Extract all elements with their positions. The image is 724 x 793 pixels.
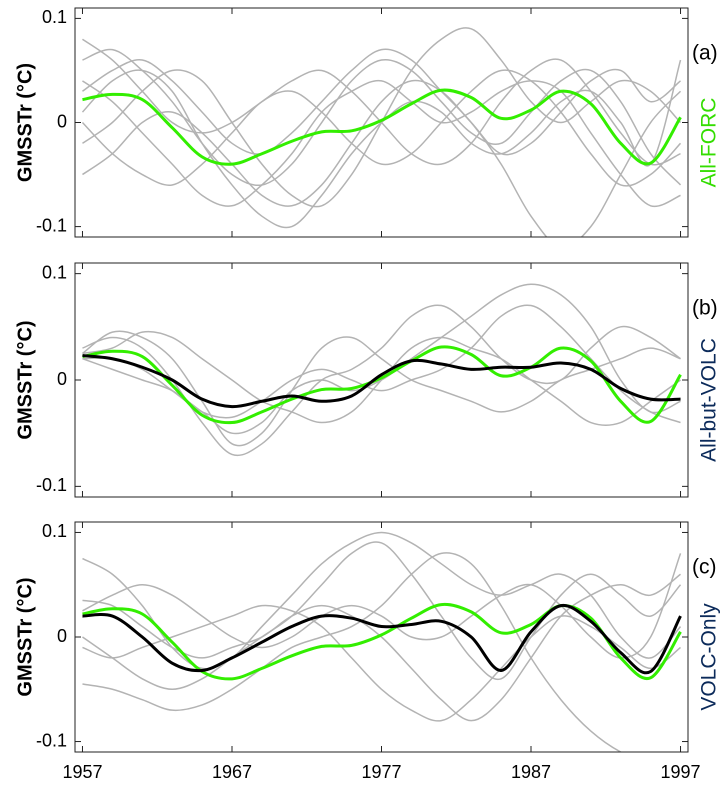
plot-area <box>81 27 682 237</box>
series-line <box>82 541 682 691</box>
y-tick-label: 0.1 <box>42 262 67 282</box>
y-axis-label: GMSSTr (°C) <box>14 63 36 182</box>
y-tick-label: 0.1 <box>42 521 67 541</box>
y-tick-label: -0.1 <box>36 215 67 235</box>
series-line <box>82 27 682 208</box>
x-tick-label: 1977 <box>361 762 401 782</box>
x-tick-label: 1987 <box>511 762 551 782</box>
x-tick-label: 1967 <box>212 762 252 782</box>
series-line <box>82 602 682 681</box>
series-line <box>82 48 682 187</box>
series-line <box>82 553 682 659</box>
y-tick-label: 0.1 <box>42 7 67 27</box>
series-line <box>81 69 682 187</box>
series-line <box>82 552 623 752</box>
panel-label: (a) <box>692 42 718 65</box>
y-tick-label: 0 <box>57 111 67 131</box>
series-line <box>82 330 681 426</box>
series-line <box>82 354 681 409</box>
series-line <box>82 304 681 457</box>
plot-area <box>82 283 682 457</box>
side-label: All-FORC <box>698 98 721 188</box>
plot-area <box>82 531 682 752</box>
y-axis-label: GMSSTr (°C) <box>14 577 36 696</box>
series-line <box>82 68 681 207</box>
series-line <box>82 531 682 670</box>
series-line <box>82 345 682 425</box>
series-line <box>82 603 682 675</box>
series-line <box>82 79 681 208</box>
y-tick-label: 0 <box>57 626 67 646</box>
series-line <box>81 59 682 229</box>
panel-label: (c) <box>692 556 717 579</box>
series-line <box>82 604 681 722</box>
y-tick-label: -0.1 <box>36 730 67 750</box>
y-axis-label: GMSSTr (°C) <box>14 320 36 439</box>
series-line <box>82 48 682 237</box>
x-tick-label: 1997 <box>661 762 701 782</box>
panel-label: (b) <box>692 297 718 320</box>
side-label: VOLC-Only <box>698 603 721 711</box>
series-line <box>82 304 681 424</box>
y-tick-label: -0.1 <box>36 475 67 495</box>
series-line <box>82 330 681 447</box>
y-tick-label: 0 <box>57 369 67 389</box>
x-tick-label: 1957 <box>62 762 102 782</box>
series-line <box>82 88 682 166</box>
side-label: All-but-VOLC <box>698 338 721 462</box>
